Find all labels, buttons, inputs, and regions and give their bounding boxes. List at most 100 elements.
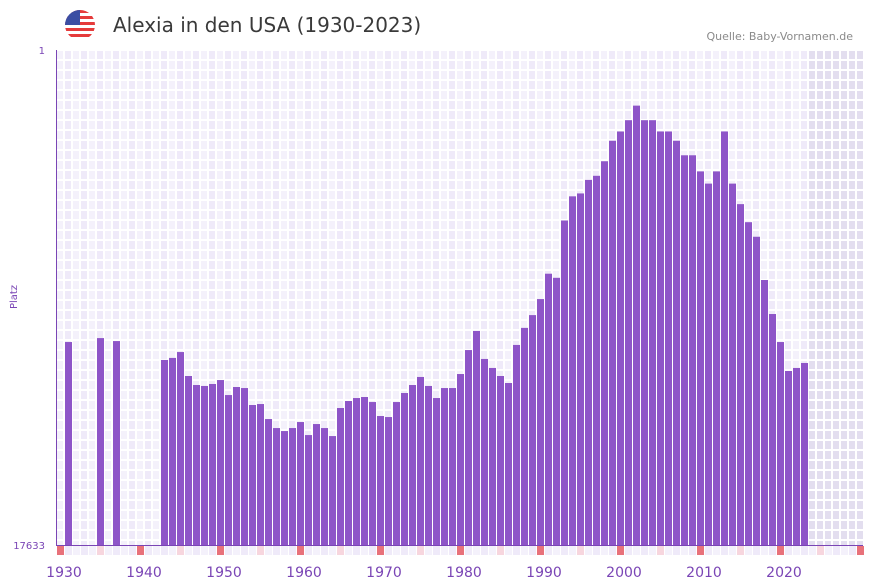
grid-cell (785, 91, 791, 99)
grid-cell (257, 201, 263, 209)
grid-cell (785, 221, 791, 229)
grid-cell (729, 91, 735, 99)
grid-cell (65, 51, 71, 59)
grid-cell (249, 101, 255, 109)
grid-cell (97, 221, 103, 229)
grid-cell (449, 271, 455, 279)
grid-cell (849, 251, 855, 259)
grid-cell (57, 361, 63, 369)
grid-cell (809, 171, 815, 179)
grid-cell (209, 331, 215, 339)
grid-cell (265, 211, 271, 219)
grid-cell (329, 141, 335, 149)
grid-cell (161, 241, 167, 249)
grid-cell (305, 131, 311, 139)
grid-cell (313, 151, 319, 159)
grid-cell (353, 261, 359, 269)
grid-cell (777, 111, 783, 119)
grid-cell (257, 51, 263, 59)
grid-cell (657, 101, 663, 109)
grid-cell (793, 221, 799, 229)
grid-cell (185, 371, 191, 379)
grid-cell (585, 161, 591, 169)
grid-cell (433, 331, 439, 339)
grid-cell (65, 261, 71, 269)
grid-cell (513, 231, 519, 239)
grid-cell (273, 311, 279, 319)
grid-cell (113, 251, 119, 259)
grid-cell (841, 101, 847, 109)
grid-cell (713, 51, 719, 59)
grid-cell (785, 131, 791, 139)
grid-cell (433, 351, 439, 359)
grid-cell (457, 71, 463, 79)
grid-cell (137, 101, 143, 109)
grid-cell (513, 121, 519, 129)
grid-cell (121, 81, 127, 89)
grid-cell (377, 191, 383, 199)
grid-cell (377, 211, 383, 219)
grid-cell (137, 321, 143, 329)
grid-cell (369, 291, 375, 299)
grid-cell (489, 241, 495, 249)
grid-cell (137, 521, 143, 529)
grid-cell (225, 181, 231, 189)
grid-cell (273, 261, 279, 269)
grid-cell (385, 261, 391, 269)
grid-cell (809, 121, 815, 129)
grid-cell (145, 501, 151, 509)
grid-cell (65, 181, 71, 189)
grid-cell (825, 281, 831, 289)
grid-cell (833, 151, 839, 159)
grid-cell (825, 311, 831, 319)
grid-cell (561, 101, 567, 109)
grid-cell (305, 361, 311, 369)
grid-cell (777, 271, 783, 279)
grid-cell (825, 441, 831, 449)
grid-cell (409, 151, 415, 159)
grid-cell (321, 181, 327, 189)
grid-cell (217, 161, 223, 169)
grid-cell (209, 101, 215, 109)
grid-cell (193, 281, 199, 289)
grid-cell (169, 311, 175, 319)
grid-cell (73, 361, 79, 369)
grid-cell (105, 371, 111, 379)
grid-cell (497, 351, 503, 359)
grid-cell (553, 81, 559, 89)
grid-cell (465, 71, 471, 79)
grid-cell (265, 301, 271, 309)
grid-cell (329, 361, 335, 369)
grid-cell (849, 471, 855, 479)
grid-cell (681, 101, 687, 109)
grid-cell (457, 291, 463, 299)
grid-cell (105, 441, 111, 449)
grid-cell (249, 391, 255, 399)
grid-cell (721, 101, 727, 109)
grid-cell (377, 241, 383, 249)
grid-cell (169, 291, 175, 299)
grid-cell (305, 381, 311, 389)
grid-cell (361, 121, 367, 129)
grid-cell (817, 91, 823, 99)
grid-cell (809, 501, 815, 509)
grid-cell (225, 281, 231, 289)
grid-cell (137, 541, 143, 545)
grid-cell (89, 291, 95, 299)
grid-cell (705, 51, 711, 59)
grid-cell (81, 131, 87, 139)
grid-cell (105, 401, 111, 409)
grid-cell (521, 71, 527, 79)
grid-cell (57, 101, 63, 109)
grid-cell (417, 271, 423, 279)
grid-cell (481, 251, 487, 259)
grid-cell (617, 81, 623, 89)
grid-cell (609, 121, 615, 129)
grid-cell (585, 61, 591, 69)
grid-cell (761, 111, 767, 119)
grid-cell (329, 61, 335, 69)
grid-cell (561, 201, 567, 209)
grid-cell (233, 151, 239, 159)
grid-cell (449, 171, 455, 179)
grid-cell (361, 81, 367, 89)
